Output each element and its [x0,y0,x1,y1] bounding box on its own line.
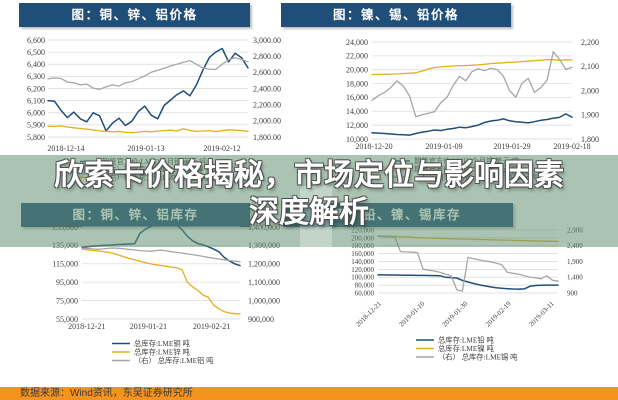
overlay-title: 欣索卡价格揭秘，市场定位与影响因素 深度解析 [0,155,618,231]
y-left-tick: 115,000 [52,260,78,269]
y-left-tick: 12,000 [346,121,368,130]
title-overlay: 欣索卡价格揭秘，市场定位与影响因素 深度解析 [0,155,618,247]
overlay-title-line1: 欣索卡价格揭秘，市场定位与影响因素 [54,159,564,192]
y-right-tick: 2,000 [581,86,599,95]
y-right-tick: 900 [567,289,578,297]
y-left-tick: 55,000 [56,315,78,324]
y-right-tick: 1,100,000 [248,278,280,287]
x-tick: 2018-12-20 [355,142,392,151]
y-left-tick: 6,100 [27,96,45,105]
y-left-tick: 100,000 [351,274,374,282]
x-tick: 2019-02-18 [553,142,590,151]
overlay-watermark-strip [300,186,332,247]
chart-plot-3: 220,000200,000180,000160,000140,000120,0… [351,226,583,362]
data-source-text: 数据来源：Wind资讯，东吴证券研究所 [20,388,193,399]
chart-title-price-ni-sn-pb: 图：镍、锡、铅价格 [281,3,511,27]
y-right-tick: 1,000,000 [248,296,280,305]
y-left-tick: 18,000 [346,79,368,88]
y-right-tick: 2,200 [581,38,599,47]
x-tick: 2019-03-11 [527,299,556,328]
x-tick: 2019-02-12 [203,144,240,153]
y-left-tick: 6,600 [27,36,45,45]
series-line [47,47,249,132]
y-right-tick: 2,100 [581,62,599,71]
legend-label: （右） 总库存:LME锡 吨 [438,353,518,362]
y-left-tick: 160,000 [351,250,374,258]
x-tick: 2019-01-09 [425,142,462,151]
y-left-tick: 6,200 [27,84,45,93]
series-line [371,113,573,136]
series-line [47,125,249,134]
legend-label: 总库存:LME铅 吨 [438,336,494,345]
x-tick: 2019-01-30 [441,299,470,328]
overlay-tint-band [0,155,618,247]
y-left-tick: 75,000 [56,296,78,305]
y-right-tick: 1,900 [581,111,599,120]
y-left-tick: 60,000 [355,289,375,297]
y-left-tick: 120,000 [351,266,374,274]
y-left-tick: 6,000 [27,109,45,118]
y-left-tick: 6,300 [27,72,45,81]
data-source-bar: 数据来源：Wind资讯，东吴证券研究所 [0,387,618,400]
chart-plot-2: 155,000135,000115,00095,00075,00055,0001… [52,223,280,365]
x-tick: 2019-01-29 [493,142,530,151]
y-left-tick: 95,000 [56,278,78,287]
y-left-tick: 5,900 [27,121,45,130]
y-right-tick: 900,000 [248,315,274,324]
chart-title-price-cu-zn-al: 图：铜、锌、铝价格 [19,3,250,27]
legend-label: （右） 总库存:LME铝 吨 [134,356,214,365]
y-left-tick: 22,000 [346,52,368,61]
overlay-title-line2: 深度解析 [249,196,369,229]
y-right-tick: 1,800 [581,135,599,144]
y-right-tick: 1,400 [567,274,583,282]
series-line [81,248,241,315]
y-left-tick: 14,000 [346,107,368,116]
x-tick: 2019-01-13 [127,144,164,153]
y-right-tick: 2,400.00 [253,84,281,93]
y-right-tick: 2,800.00 [253,52,281,61]
legend-label: 总库存:LME锌 吨 [134,348,190,357]
x-tick: 2018-12-14 [47,144,84,153]
y-right-tick: 2,200.00 [253,100,281,109]
series-line [47,57,249,90]
y-left-tick: 24,000 [346,38,368,47]
series-line [81,247,241,263]
x-tick: 2019-02-19 [484,299,513,328]
y-left-tick: 6,400 [27,60,45,69]
series-line [371,58,573,76]
x-tick: 2019-01-21 [130,322,167,331]
x-tick: 2019-02-21 [193,322,230,331]
y-right-tick: 1,800.00 [253,133,281,142]
y-left-tick: 80,000 [355,282,375,290]
series-line [371,51,573,118]
y-right-tick: 1,900 [567,258,583,266]
legend-label: 总库存:LME铜 吨 [134,339,190,348]
y-left-tick: 16,000 [346,93,368,102]
x-tick: 2018-12-21 [354,299,383,328]
y-right-tick: 1,200,000 [248,260,280,269]
y-left-tick: 6,500 [27,48,45,57]
y-left-tick: 140,000 [351,258,374,266]
x-tick: 2019-01-10 [397,299,426,328]
series-line [377,235,559,292]
y-right-tick: 2,000.00 [253,117,281,126]
legend-label: 总库存:LME镍 吨 [438,344,494,353]
y-left-tick: 10,000 [346,135,368,144]
x-tick: 2018-12-21 [68,322,105,331]
y-right-tick: 3,000.00 [253,36,281,45]
series-line [377,274,559,290]
y-right-tick: 2,600.00 [253,68,281,77]
y-left-tick: 5,800 [27,133,45,142]
y-left-tick: 20,000 [346,66,368,75]
